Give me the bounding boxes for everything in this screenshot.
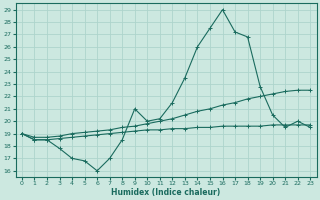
X-axis label: Humidex (Indice chaleur): Humidex (Indice chaleur) [111,188,221,197]
